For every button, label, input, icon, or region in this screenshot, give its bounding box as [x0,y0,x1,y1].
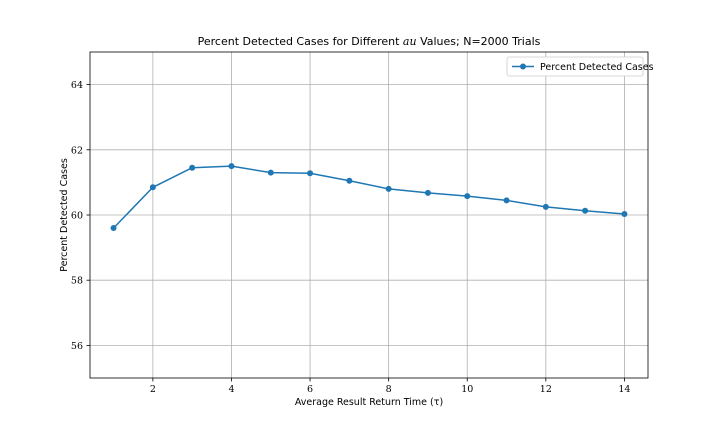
series-line [113,165,625,229]
y-tick-label: 58 [71,276,83,287]
grid-lines [90,52,648,378]
x-tick-label: 4 [228,384,234,395]
x-tick-label: 12 [540,384,552,395]
data-point [621,211,628,218]
data-point [385,185,392,192]
chart-title-prefix: Percent Detected Cases for Different [198,35,403,48]
axis-ticks: 2 4 6 8 10 12 14 56 58 60 62 64 [71,80,631,395]
x-tick-label: 2 [150,384,156,395]
data-point [149,184,156,191]
chart-title: Percent Detected Cases for Different au … [198,35,541,48]
series-layer [110,163,628,232]
y-tick-label: 62 [71,145,83,156]
x-tick-label: 8 [386,384,392,395]
chart-title-symbol: au [403,35,417,48]
x-tick-label: 6 [307,384,313,395]
data-point [267,169,274,176]
chart-title-suffix: Values; N=2000 Trials [417,35,541,48]
legend-box [506,56,644,77]
x-tick-label: 10 [461,384,473,395]
legend-label: Percent Detected Cases [540,62,654,73]
legend-marker-swatch [520,63,526,70]
data-point [228,163,235,170]
data-point [346,177,353,184]
y-tick-label: 64 [71,80,83,91]
legend: Percent Detected Cases [506,56,654,77]
x-axis-label: Average Result Return Time (τ) [295,397,443,408]
data-point [464,193,471,200]
data-point [110,225,117,232]
y-tick-label: 56 [71,341,83,352]
data-point [582,207,589,214]
data-point [424,189,431,196]
x-tick-label: 14 [618,384,630,395]
data-point [307,170,314,177]
data-point [189,164,196,171]
data-point [542,203,549,210]
y-axis-label: Percent Detected Cases [59,158,70,272]
y-tick-label: 60 [71,211,83,222]
data-point [503,197,510,204]
